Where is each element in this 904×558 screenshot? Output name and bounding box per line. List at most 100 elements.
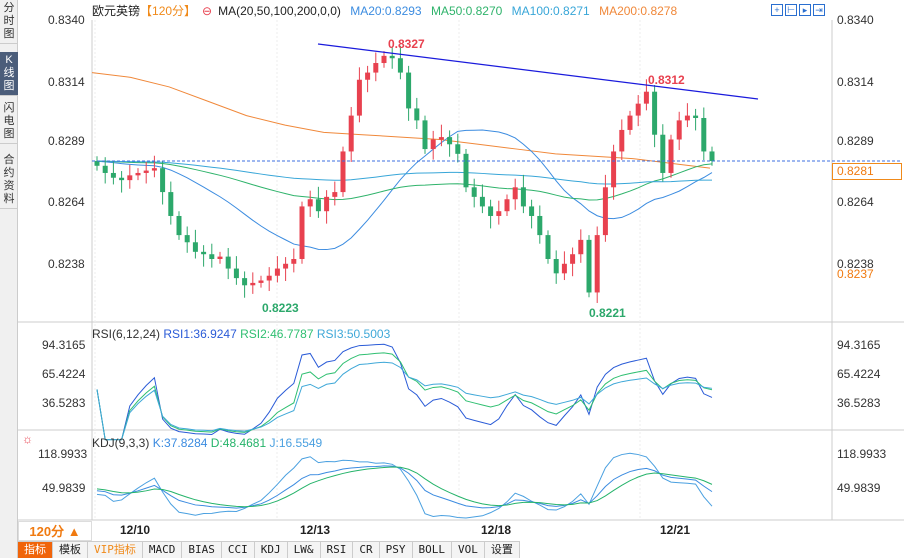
k-line <box>96 465 713 509</box>
tab-kdj[interactable]: KDJ <box>255 542 288 558</box>
candle <box>315 199 321 212</box>
candle <box>233 268 239 279</box>
low-annotation: 0.8223 <box>262 301 299 315</box>
tab-psy[interactable]: PSY <box>380 542 413 558</box>
symbol-name: 欧元英镑 <box>92 4 141 18</box>
zoom-in-icon[interactable]: ⊢ <box>785 4 797 16</box>
candle <box>94 161 100 166</box>
d-line <box>96 466 713 508</box>
minus-circle-icon[interactable]: ⊖ <box>202 4 213 18</box>
tab-kline[interactable]: K线图 <box>0 52 18 96</box>
candle <box>225 256 231 269</box>
ma-definition[interactable]: MA(20,50,100,200,0,0) <box>218 4 341 18</box>
tab-boll[interactable]: BOLL <box>413 542 452 558</box>
candle <box>561 263 567 274</box>
candle <box>709 151 715 162</box>
candle <box>414 108 420 121</box>
kdj-tick: 118.9933 <box>38 447 88 461</box>
candle <box>406 72 412 109</box>
candle <box>192 242 198 252</box>
candle <box>643 91 649 104</box>
candle <box>520 187 526 207</box>
candle <box>635 103 641 116</box>
candle <box>676 120 682 140</box>
tab-vol[interactable]: VOL <box>452 542 485 558</box>
candle <box>291 259 297 264</box>
candle <box>110 172 116 178</box>
tab-vip-indicator[interactable]: VIP指标 <box>88 542 143 558</box>
candle <box>381 55 387 64</box>
trend-line <box>317 43 759 100</box>
candle <box>693 115 699 118</box>
candle <box>570 254 576 264</box>
candle <box>135 172 141 176</box>
candle <box>201 251 207 255</box>
candle <box>447 137 453 145</box>
rsi-tick: 94.3165 <box>42 338 86 352</box>
rsi1-line <box>96 343 713 441</box>
candle <box>356 79 362 116</box>
current-price-tag: 0.8281 <box>832 163 902 180</box>
candle <box>209 254 215 259</box>
candle <box>397 58 403 73</box>
candle <box>365 72 371 80</box>
price-tick-right: 0.8314 <box>837 75 874 89</box>
candle <box>463 153 469 188</box>
price-tick-right: 0.8238 <box>837 257 874 271</box>
candle <box>545 235 551 259</box>
rsi3-value: RSI3:50.5003 <box>316 327 391 341</box>
candle <box>332 192 338 197</box>
candle <box>143 170 149 173</box>
crosshair-icon[interactable]: + <box>771 4 783 16</box>
candle <box>586 239 592 293</box>
ma50-line <box>96 160 713 201</box>
sidebar: 分时图 K线图 闪电图 合约资料 <box>0 0 18 558</box>
period-selector[interactable]: 120分 ▲ <box>18 521 92 541</box>
tab-cci[interactable]: CCI <box>222 542 255 558</box>
candle <box>438 137 444 140</box>
ma20-line <box>96 129 713 251</box>
candle <box>160 168 166 193</box>
tab-cr[interactable]: CR <box>353 542 380 558</box>
candle <box>602 187 608 236</box>
tab-template[interactable]: 模板 <box>53 542 88 558</box>
rsi2-line <box>96 352 713 441</box>
tab-settings[interactable]: 设置 <box>485 542 520 558</box>
ma200-value: MA200:0.8278 <box>599 4 678 18</box>
kdj-legend: KDJ(9,3,3) K:37.8284 D:48.4681 J:16.5549 <box>92 436 322 450</box>
tab-indicator[interactable]: 指标 <box>18 542 53 558</box>
rsi-tick-right: 65.4224 <box>837 367 881 381</box>
end-icon[interactable]: ⇥ <box>813 4 825 16</box>
ma100-line <box>96 160 712 185</box>
candle <box>479 196 485 207</box>
candle <box>307 199 313 207</box>
kdj-tick-right: 49.9839 <box>837 481 881 495</box>
candle <box>102 165 108 173</box>
tab-flash[interactable]: 闪电图 <box>0 100 18 144</box>
tab-bias[interactable]: BIAS <box>182 542 222 558</box>
rsi-title: RSI(6,12,24) <box>92 327 161 341</box>
candle <box>184 235 190 243</box>
period-label: 【120分】 <box>140 4 197 18</box>
j-value: J:16.5549 <box>269 436 323 450</box>
high-annotation: 0.8327 <box>388 37 425 51</box>
tab-timeshare[interactable]: 分时图 <box>0 0 18 44</box>
tab-lw[interactable]: LW& <box>288 542 321 558</box>
price-tick: 0.8238 <box>48 257 85 271</box>
candle <box>529 206 535 216</box>
candle <box>504 199 510 212</box>
candle <box>422 120 428 150</box>
chart-header: 欧元英镑【120分】 ⊖ MA(20,50,100,200,0,0) MA20:0.… <box>92 2 683 18</box>
play-icon[interactable]: ▸ <box>799 4 811 16</box>
rsi-tick-right: 36.5283 <box>837 396 881 410</box>
candle <box>594 235 600 293</box>
settings-sun-icon[interactable]: ☼ <box>22 432 33 446</box>
candle <box>274 268 280 276</box>
d-value: D:48.4681 <box>210 436 267 450</box>
tab-rsi[interactable]: RSI <box>321 542 354 558</box>
tab-contract-info[interactable]: 合约资料 <box>0 152 18 209</box>
tab-macd[interactable]: MACD <box>143 542 183 558</box>
date-tick: 12/18 <box>481 523 512 537</box>
candle <box>430 139 436 150</box>
kdj-tick: 49.9839 <box>42 481 86 495</box>
